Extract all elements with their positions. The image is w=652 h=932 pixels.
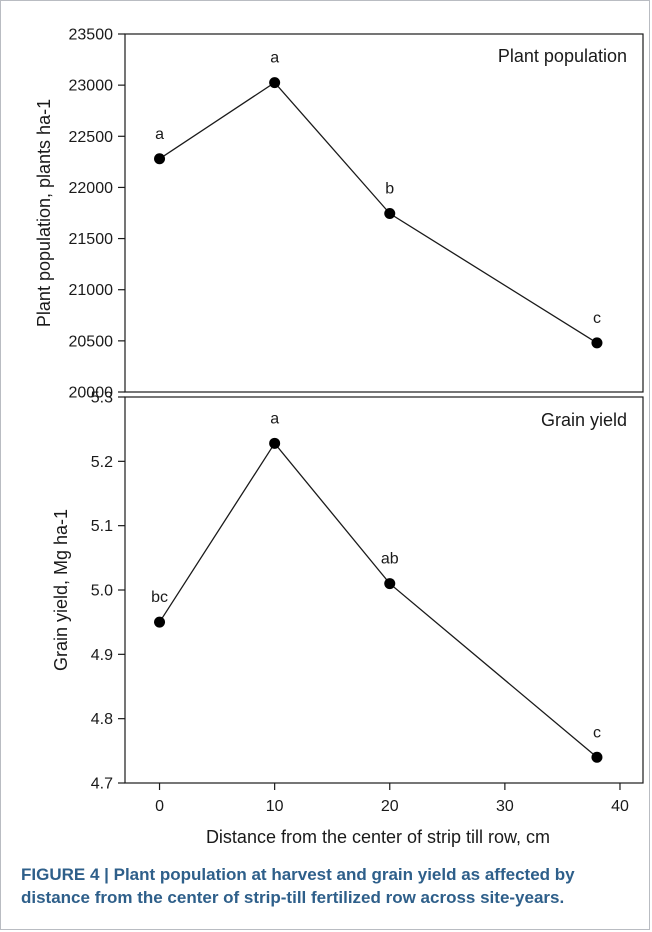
grain-yield-x-tick-label: 30 <box>496 798 514 815</box>
grain-yield-significance-label: a <box>270 410 279 427</box>
plant-population-series-line <box>159 81 598 344</box>
plant-population-y-tick-label: 22000 <box>69 180 114 197</box>
grain-yield-plot-frame <box>124 396 644 784</box>
plant-population-panel: 20000 20500 21000 21500 22000 22500 23000 23500… <box>34 27 644 402</box>
plant-population-plot-frame <box>124 33 644 393</box>
plant-population-y-tick-label: 20500 <box>69 333 114 350</box>
grain-yield-x-axis-label: Distance from the center of strip till r… <box>206 827 550 847</box>
plant-population-y-tick-label: 23500 <box>69 27 114 44</box>
grain-yield-significance-label: bc <box>151 589 168 606</box>
grain-yield-y-tick-label: 5.1 <box>91 518 113 535</box>
figure-caption: FIGURE 4 | Plant population at harvest a… <box>21 865 575 907</box>
plant-population-y-tick-label: 20000 <box>69 385 114 402</box>
plant-population-panel-title: Plant population <box>498 46 627 66</box>
grain-yield-y-tick-label: 4.7 <box>91 776 113 793</box>
grain-yield-y-tick-label: 4.9 <box>91 647 113 664</box>
grain-yield-y-tick-label: 5.0 <box>91 583 113 600</box>
grain-yield-x-tick-label: 10 <box>266 798 284 815</box>
plant-population-significance-label: a <box>155 126 164 143</box>
plant-population-data-point <box>591 337 603 349</box>
plant-population-y-axis-label: Plant population, plants ha-1 <box>34 99 54 327</box>
plant-population-data-point <box>384 208 396 220</box>
grain-yield-series-line <box>158 442 598 758</box>
plant-population-data-point <box>154 153 166 165</box>
grain-yield-panel: 4.7 4.8 4.9 5.0 5.1 5.2 5.3 0 10 20 30 40 Grain yiel… <box>51 390 644 847</box>
grain-yield-y-axis-label: Grain yield, Mg ha-1 <box>51 509 71 671</box>
grain-yield-panel-title: Grain yield <box>541 410 627 430</box>
grain-yield-y-tick-label: 4.8 <box>91 711 113 728</box>
plant-population-significance-label: b <box>385 181 394 198</box>
grain-yield-x-tick-label: 0 <box>155 798 164 815</box>
grain-yield-data-point <box>384 578 396 590</box>
grain-yield-significance-label: c <box>593 724 601 741</box>
grain-yield-y-tick-label: 5.2 <box>91 454 113 471</box>
plant-population-y-tick-label: 23000 <box>69 78 114 95</box>
grain-yield-data-point <box>269 437 281 449</box>
plant-population-y-tick-label: 21500 <box>69 231 114 248</box>
grain-yield-data-point <box>154 616 166 628</box>
plant-population-data-point <box>269 77 281 89</box>
plant-population-y-tick-label: 22500 <box>69 129 114 146</box>
grain-yield-x-tick-label: 20 <box>381 798 399 815</box>
grain-yield-data-point <box>591 751 603 763</box>
plant-population-y-tick-label: 21000 <box>69 282 114 299</box>
grain-yield-x-tick-label: 40 <box>611 798 629 815</box>
plant-population-significance-label: c <box>593 310 601 327</box>
figure-svg: 20000 20500 21000 21500 22000 22500 23000 23500… <box>34 27 644 847</box>
plant-population-significance-label: a <box>270 50 279 67</box>
grain-yield-significance-label: ab <box>381 551 399 568</box>
grain-yield-y-tick-label: 5.3 <box>91 390 113 407</box>
